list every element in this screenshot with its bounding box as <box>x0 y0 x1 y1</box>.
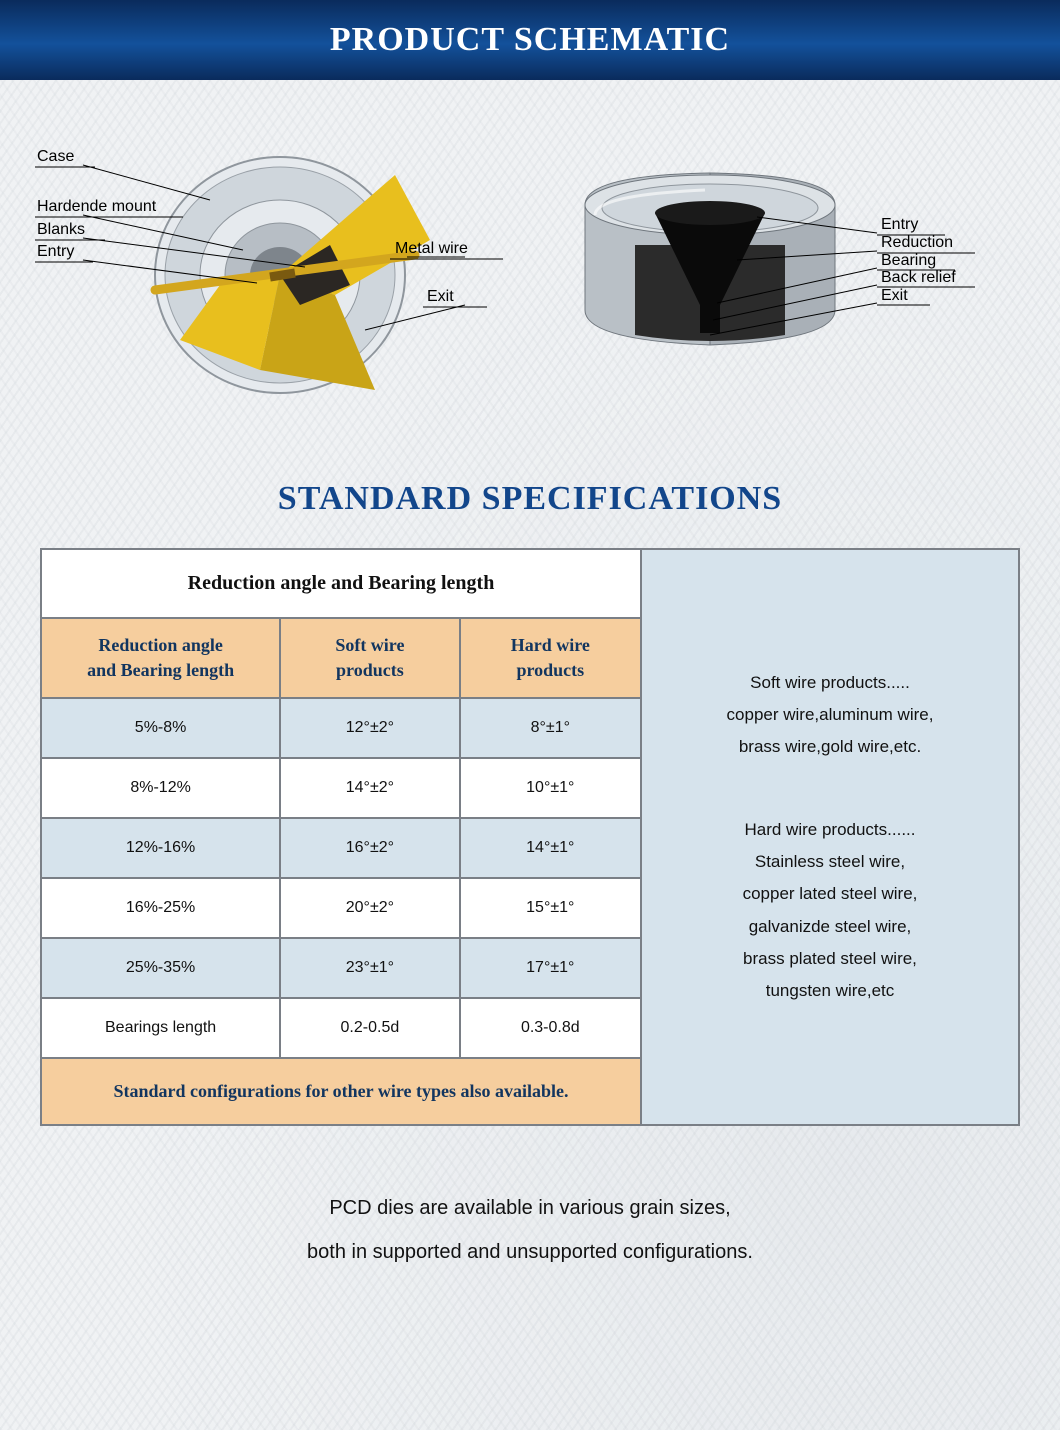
table-row: 5%-8%12°±2°8°±1° <box>42 699 640 759</box>
hard-wire-line4: brass plated steel wire, <box>743 943 918 975</box>
right-die-schematic: Entry Reduction Bearing Back relief Exit <box>545 135 1025 415</box>
schematic-area: Case Hardende mount Blanks Entry Metal w… <box>0 80 1060 470</box>
label-exit-left: Exit <box>427 288 454 305</box>
label-hardened-mount: Hardende mount <box>37 198 157 215</box>
cell-c: 14°±1° <box>461 819 640 877</box>
label-exit-right: Exit <box>881 287 908 304</box>
label-case: Case <box>37 148 74 165</box>
soft-wire-title: Soft wire products..... <box>727 667 934 699</box>
spec-side-panel: Soft wire products..... copper wire,alum… <box>642 550 1018 1124</box>
cell-b: 0.2-0.5d <box>281 999 460 1057</box>
soft-wire-note: Soft wire products..... copper wire,alum… <box>727 667 934 764</box>
label-entry-left: Entry <box>37 243 74 260</box>
hard-wire-line1: Stainless steel wire, <box>743 846 918 878</box>
spec-section-title: STANDARD SPECIFICATIONS <box>0 480 1060 518</box>
cell-b: 23°±1° <box>281 939 460 997</box>
hard-wire-line5: tungsten wire,etc <box>743 975 918 1007</box>
label-bearing: Bearing <box>881 252 936 269</box>
soft-wire-line1: copper wire,aluminum wire, <box>727 699 934 731</box>
cell-c: 0.3-0.8d <box>461 999 640 1057</box>
table-row: 16%-25%20°±2°15°±1° <box>42 879 640 939</box>
left-die-schematic: Case Hardende mount Blanks Entry Metal w… <box>35 105 505 445</box>
label-blanks: Blanks <box>37 221 85 238</box>
cell-a: Bearings length <box>42 999 281 1057</box>
cell-b: 14°±2° <box>281 759 460 817</box>
cell-c: 15°±1° <box>461 879 640 937</box>
label-entry-right: Entry <box>881 216 918 233</box>
col-header-b: Soft wireproducts <box>281 619 460 697</box>
page-title: PRODUCT SCHEMATIC <box>330 21 730 59</box>
cell-c: 10°±1° <box>461 759 640 817</box>
cell-b: 16°±2° <box>281 819 460 877</box>
soft-wire-line2: brass wire,gold wire,etc. <box>727 731 934 763</box>
hard-wire-note: Hard wire products...... Stainless steel… <box>743 814 918 1008</box>
cell-a: 16%-25% <box>42 879 281 937</box>
cell-a: 12%-16% <box>42 819 281 877</box>
cell-a: 5%-8% <box>42 699 281 757</box>
label-metal-wire: Metal wire <box>395 240 468 257</box>
col-header-a: Reduction angleand Bearing length <box>42 619 281 697</box>
footer-line1: PCD dies are available in various grain … <box>0 1186 1060 1230</box>
hard-wire-line2: copper lated steel wire, <box>743 878 918 910</box>
table-row: 25%-35%23°±1°17°±1° <box>42 939 640 999</box>
hard-wire-title: Hard wire products...... <box>743 814 918 846</box>
spec-block: Reduction angle and Bearing length Reduc… <box>40 548 1020 1126</box>
label-back-relief: Back relief <box>881 269 956 286</box>
footer-line2: both in supported and unsupported config… <box>0 1230 1060 1274</box>
table-row: 8%-12%14°±2°10°±1° <box>42 759 640 819</box>
cell-c: 8°±1° <box>461 699 640 757</box>
cell-c: 17°±1° <box>461 939 640 997</box>
spec-table: Reduction angle and Bearing length Reduc… <box>42 550 642 1124</box>
cell-b: 12°±2° <box>281 699 460 757</box>
spec-table-footnote: Standard configurations for other wire t… <box>42 1059 640 1124</box>
table-row: 12%-16%16°±2°14°±1° <box>42 819 640 879</box>
hard-wire-line3: galvanizde steel wire, <box>743 911 918 943</box>
header-band: PRODUCT SCHEMATIC <box>0 0 1060 80</box>
table-row: Bearings length0.2-0.5d0.3-0.8d <box>42 999 640 1059</box>
cell-a: 25%-35% <box>42 939 281 997</box>
cell-b: 20°±2° <box>281 879 460 937</box>
spec-table-title: Reduction angle and Bearing length <box>42 550 640 619</box>
label-reduction: Reduction <box>881 234 953 251</box>
footer-note: PCD dies are available in various grain … <box>0 1186 1060 1274</box>
cell-a: 8%-12% <box>42 759 281 817</box>
col-header-c: Hard wireproducts <box>461 619 640 697</box>
spec-table-header: Reduction angleand Bearing length Soft w… <box>42 619 640 699</box>
